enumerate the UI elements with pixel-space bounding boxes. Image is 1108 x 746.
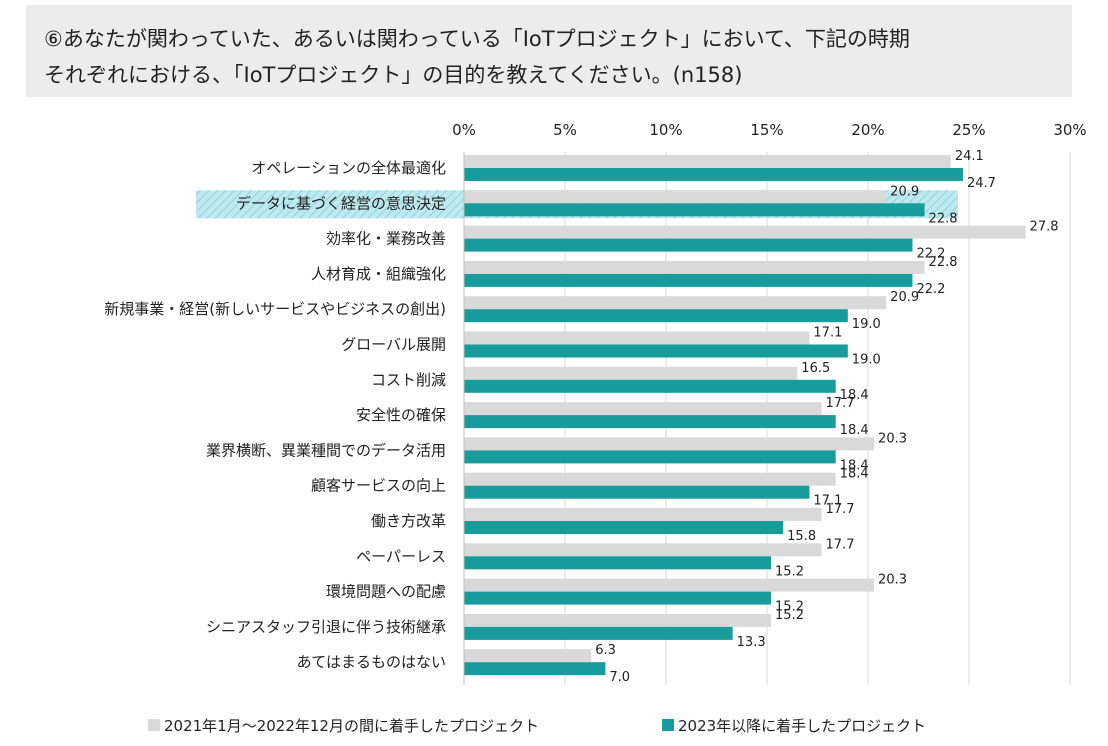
bar-2021-2022: [464, 578, 875, 592]
value-label-2023: 18.4: [840, 388, 869, 403]
category-label: 業界横断、異業種間でのデータ活用: [206, 441, 446, 459]
bar-2023: [464, 238, 913, 252]
value-label-2021-2022: 17.7: [826, 537, 855, 552]
bar-2021-2022: [464, 331, 810, 345]
category-label: グローバル展開: [341, 336, 446, 354]
value-label-2023: 24.7: [967, 176, 996, 191]
category-label: データに基づく経営の意思決定: [236, 194, 446, 212]
value-label-2021-2022: 20.9: [890, 290, 919, 305]
category-label: 効率化・業務改善: [326, 230, 446, 248]
category-label: 環境問題への配慮: [326, 583, 446, 601]
bar-2021-2022: [464, 402, 822, 416]
value-label-2023: 15.2: [775, 600, 804, 615]
bar-2021-2022: [464, 260, 925, 274]
category-label: ペーパーレス: [356, 547, 446, 565]
bar-2021-2022: [464, 543, 822, 557]
value-label-2021-2022: 18.4: [840, 467, 869, 482]
value-label-2021-2022: 16.5: [801, 361, 830, 376]
bar-2023: [464, 485, 810, 499]
value-label-2021-2022: 20.9: [890, 184, 919, 199]
category-label: 働き方改革: [371, 512, 446, 530]
value-label-2023: 17.1: [813, 494, 842, 509]
bar-2023: [464, 203, 925, 217]
bar-2023: [464, 344, 848, 358]
value-label-2021-2022: 24.1: [955, 149, 984, 164]
category-label: 人材育成・組織強化: [311, 265, 446, 283]
legend-swatch-2023: [662, 719, 674, 731]
bar-2023: [464, 450, 836, 464]
value-label-2023: 19.0: [852, 353, 881, 368]
value-label-2023: 13.3: [737, 635, 766, 650]
category-label: 顧客サービスの向上: [311, 477, 446, 495]
value-label-2021-2022: 17.7: [826, 396, 855, 411]
x-tick-label: 25%: [952, 121, 985, 139]
bar-2023: [464, 591, 772, 605]
bar-2023: [464, 415, 836, 429]
value-label-2023: 15.2: [775, 564, 804, 579]
bar-2021-2022: [464, 472, 836, 486]
value-label-2021-2022: 20.3: [878, 431, 907, 446]
bar-2021-2022: [464, 190, 887, 204]
bar-2023: [464, 521, 784, 534]
x-tick-label: 5%: [553, 121, 577, 139]
bar-2021-2022: [464, 649, 592, 663]
value-label-2023: 18.4: [840, 423, 869, 438]
value-label-2021-2022: 27.8: [1030, 220, 1059, 235]
bar-2023: [464, 309, 848, 323]
bar-2021-2022: [464, 437, 875, 451]
value-label-2021-2022: 17.7: [826, 502, 855, 517]
x-tick-label: 10%: [649, 121, 682, 139]
title-box: ⑥あなたが関わっていた、あるいは関わっている「IoTプロジェクト」において、下記…: [26, 5, 1072, 97]
value-label-2023: 15.8: [787, 529, 816, 544]
value-label-2021-2022: 22.8: [929, 255, 958, 270]
chart-title-line-2: それぞれにおける、「IoTプロジェクト」の目的を教えてください。(n158): [44, 63, 743, 87]
legend-item-2021-2022: 2021年1月～2022年12月の間に着手したプロジェクト: [148, 714, 539, 736]
category-label: 新規事業・経営(新しいサービスやビジネスの創出): [104, 300, 446, 318]
bar-2021-2022: [464, 225, 1026, 239]
bar-2021-2022: [464, 613, 772, 627]
value-label-2023: 19.0: [852, 317, 881, 332]
value-label-2023: 22.2: [916, 247, 945, 262]
x-tick-label: 15%: [750, 121, 783, 139]
value-label-2021-2022: 17.1: [813, 326, 842, 341]
value-label-2021-2022: 15.2: [775, 608, 804, 623]
category-label: あてはまるものはない: [297, 653, 446, 671]
legend-label-2023: 2023年以降に着手したプロジェクト: [678, 716, 927, 735]
chart-title-line-1: ⑥あなたが関わっていた、あるいは関わっている「IoTプロジェクト」において、下記…: [44, 27, 910, 51]
bar-2023: [464, 626, 733, 640]
bar-2021-2022: [464, 366, 798, 380]
bar-2023: [464, 168, 963, 181]
category-label: オペレーションの全体最適化: [251, 159, 446, 177]
legend-item-2023: 2023年以降に着手したプロジェクト: [662, 714, 926, 736]
bar-2021-2022: [464, 296, 887, 310]
value-label-2023: 7.0: [609, 670, 630, 685]
bar-2021-2022: [464, 508, 822, 521]
value-label-2023: 18.4: [840, 458, 869, 473]
legend-swatch-2021-2022: [148, 719, 160, 731]
bar-2023: [464, 556, 772, 570]
category-label: コスト削減: [371, 371, 446, 389]
value-label-2023: 22.8: [929, 211, 958, 226]
category-label: シニアスタッフ引退に伴う技術継承: [206, 618, 446, 636]
bar-2023: [464, 662, 606, 676]
value-label-2021-2022: 20.3: [878, 573, 907, 588]
x-tick-label: 20%: [851, 121, 884, 139]
bar-2023: [464, 379, 836, 393]
bar-2021-2022: [464, 155, 951, 168]
bar-2023: [464, 273, 913, 287]
x-tick-label: 30%: [1053, 121, 1086, 139]
category-label: 安全性の確保: [356, 406, 446, 424]
legend-label-2021-2022: 2021年1月～2022年12月の間に着手したプロジェクト: [164, 716, 539, 735]
x-tick-label: 0%: [452, 121, 476, 139]
value-label-2021-2022: 6.3: [595, 643, 616, 658]
value-label-2023: 22.2: [916, 282, 945, 297]
